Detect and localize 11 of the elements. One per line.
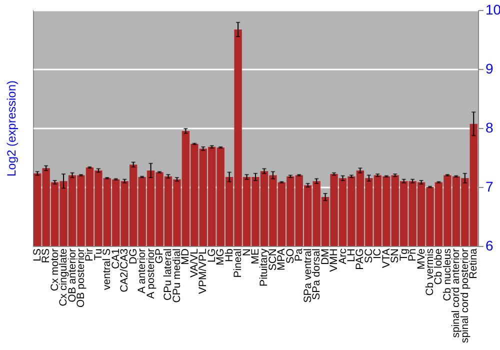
x-tick-label: Tg: [398, 248, 410, 261]
y-tick-label: 8: [486, 120, 494, 136]
x-tick-label: DG: [127, 248, 140, 264]
y-tick-label: 9: [486, 60, 494, 76]
x-tick-label: RS: [40, 248, 52, 264]
x-tick-label: A posterior: [144, 248, 157, 299]
y-tick-label: 7: [486, 178, 494, 194]
y-axis-title: Log2 (expression): [4, 80, 18, 177]
x-tick-label: SO: [284, 248, 296, 264]
x-tick-label: OB posterior: [74, 248, 87, 308]
y-tick-label: 6: [486, 238, 494, 254]
